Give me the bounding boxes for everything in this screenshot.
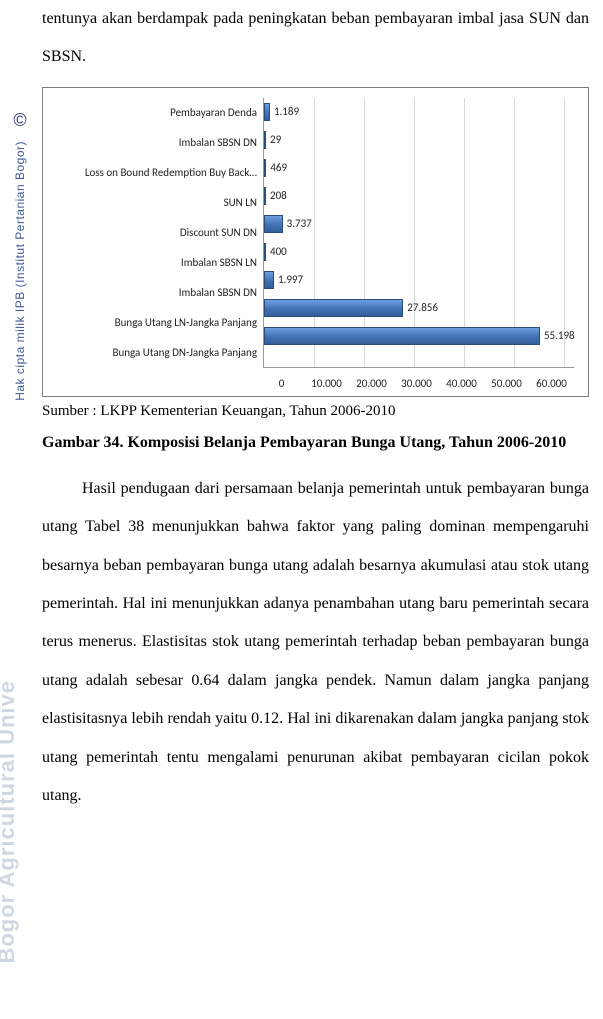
- chart-x-tick: 50.000: [484, 377, 529, 390]
- chart-bar-value: 29: [270, 133, 281, 146]
- chart-x-tick: 40.000: [439, 377, 484, 390]
- bar-chart: Pembayaran Denda Imbalan SBSN DN Loss on B…: [42, 87, 589, 397]
- chart-bar: [264, 243, 266, 261]
- chart-x-tick: 60.000: [529, 377, 574, 390]
- chart-bar-row: 400: [264, 243, 287, 261]
- chart-bar-row: 208: [264, 187, 287, 205]
- sidebar-rail: © Hak cipta milik IPB (Institut Pertania…: [6, 110, 34, 990]
- chart-bar-value: 400: [270, 245, 287, 258]
- chart-x-tick: 30.000: [394, 377, 439, 390]
- chart-bar: [264, 327, 540, 345]
- chart-y-label: Imbalan SBSN LN: [53, 256, 257, 269]
- chart-y-label: Pembayaran Denda: [53, 106, 257, 119]
- chart-bar-value: 3.737: [287, 217, 312, 230]
- chart-x-axis-labels: 010.00020.00030.00040.00050.00060.000: [43, 377, 574, 390]
- chart-bar-value: 1.189: [274, 105, 299, 118]
- chart-bar-value: 55.198: [544, 329, 575, 342]
- chart-x-tick: 10.000: [304, 377, 349, 390]
- chart-y-label: Imbalan SBSN DN: [53, 286, 257, 299]
- chart-plot-area: 1.189 29 469 208 3.737 400 1.997 27.856 55.198: [263, 98, 574, 368]
- chart-bar-row: 55.198: [264, 327, 575, 345]
- chart-y-label: SUN LN: [53, 196, 257, 209]
- figure-caption: Gambar 34. Komposisi Belanja Pembayaran …: [42, 434, 589, 452]
- chart-y-label: Imbalan SBSN DN: [53, 136, 257, 149]
- chart-category-labels: Pembayaran Denda Imbalan SBSN DN Loss on B…: [53, 98, 263, 368]
- chart-bar: [264, 271, 274, 289]
- chart-y-label: Discount SUN DN: [53, 226, 257, 239]
- chart-bar: [264, 187, 266, 205]
- lead-paragraph: tentunya akan berdampak pada peningkatan…: [42, 0, 589, 77]
- chart-bar-row: 29: [264, 131, 281, 149]
- chart-bar: [264, 103, 270, 121]
- chart-bar-value: 27.856: [407, 301, 438, 314]
- chart-bar-row: 469: [264, 159, 287, 177]
- watermark-text: Bogor Agricultural Unive: [0, 680, 20, 964]
- chart-bar: [264, 159, 266, 177]
- chart-bar-row: 27.856: [264, 299, 438, 317]
- chart-bar-value: 469: [270, 161, 287, 174]
- page: © Hak cipta milik IPB (Institut Pertania…: [0, 0, 603, 1019]
- chart-bar-value: 1.997: [278, 273, 303, 286]
- chart-bar: [264, 299, 403, 317]
- body-paragraph: Hasil pendugaan dari persamaan belanja p…: [42, 470, 589, 816]
- chart-bar-value: 208: [270, 189, 287, 202]
- chart-bar: [264, 215, 283, 233]
- sidebar-copyright-text: Hak cipta milik IPB (Institut Pertanian …: [13, 141, 27, 401]
- chart-x-tick: 20.000: [349, 377, 394, 390]
- chart-source: Sumber : LKPP Kementerian Keuangan, Tahu…: [42, 403, 589, 420]
- chart-bar-row: 1.997: [264, 271, 303, 289]
- chart-bar-row: 1.189: [264, 103, 299, 121]
- copyright-icon: ©: [13, 110, 26, 131]
- chart-y-label: Bunga Utang DN-Jangka Panjang: [53, 346, 257, 359]
- chart-bar: [264, 131, 266, 149]
- chart-bar-row: 3.737: [264, 215, 312, 233]
- chart-y-label: Loss on Bound Redemption Buy Back…: [53, 166, 257, 179]
- chart-y-label: Bunga Utang LN-Jangka Panjang: [53, 316, 257, 329]
- chart-x-tick: 0: [259, 377, 304, 390]
